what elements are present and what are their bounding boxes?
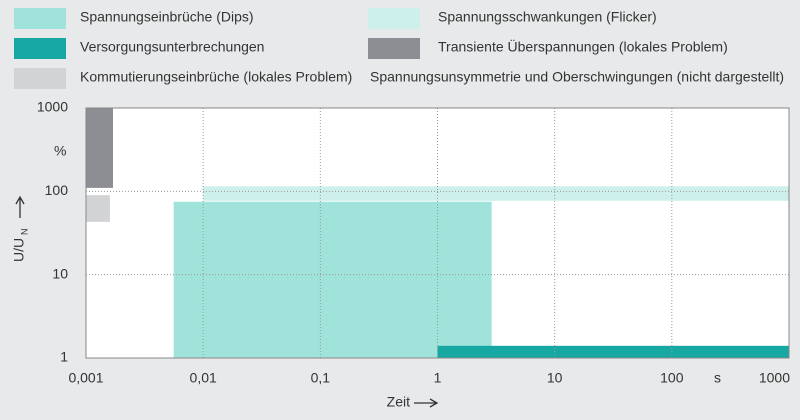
range-rect (86, 108, 114, 188)
x-tick-label: 0,001 (68, 370, 103, 386)
y-axis-label: U/U (11, 238, 27, 262)
y-tick-label: 10 (52, 265, 68, 281)
y-unit: % (54, 143, 66, 159)
legend-swatch (14, 68, 66, 89)
range-rect (203, 186, 789, 201)
legend-swatch (368, 38, 420, 59)
x-tick-label: 1000 (759, 370, 790, 386)
legend-label: Kommutierungseinbrüche (lokales Problem) (80, 69, 352, 85)
y-tick-label: 1000 (37, 99, 68, 115)
x-tick-label: 10 (547, 370, 563, 386)
y-axis-label-group: U/U N (11, 229, 30, 263)
x-tick-label: 1 (434, 370, 442, 386)
x-axis-label: Zeit (387, 394, 410, 410)
x-tick-label: 100 (660, 370, 684, 386)
legend-label: Spannungsschwankungen (Flicker) (438, 9, 657, 25)
x-tick-label: 0,1 (311, 370, 331, 386)
x-axis-arrow (414, 398, 439, 408)
legend-note: Spannungsunsymmetrie und Oberschwingunge… (370, 69, 784, 85)
y-tick-label: 1 (60, 349, 68, 365)
x-tick-label: 0,01 (190, 370, 217, 386)
plot-border (85, 107, 790, 359)
range-rect (86, 195, 110, 222)
y-tick-label: 100 (45, 182, 69, 198)
range-rect (173, 201, 492, 358)
legend-label: Transiente Überspannungen (lokales Probl… (438, 38, 728, 55)
legend-swatch (368, 8, 420, 29)
legend-label: Versorgungsunterbrechungen (80, 39, 264, 55)
range-rect (437, 345, 789, 358)
y-axis-arrow (15, 195, 25, 218)
legend-swatch (14, 38, 66, 59)
legend-swatch (14, 8, 66, 29)
legend-label: Spannungseinbrüche (Dips) (80, 9, 254, 25)
y-axis-label-subscript: N (19, 229, 29, 236)
x-unit: s (714, 370, 721, 386)
